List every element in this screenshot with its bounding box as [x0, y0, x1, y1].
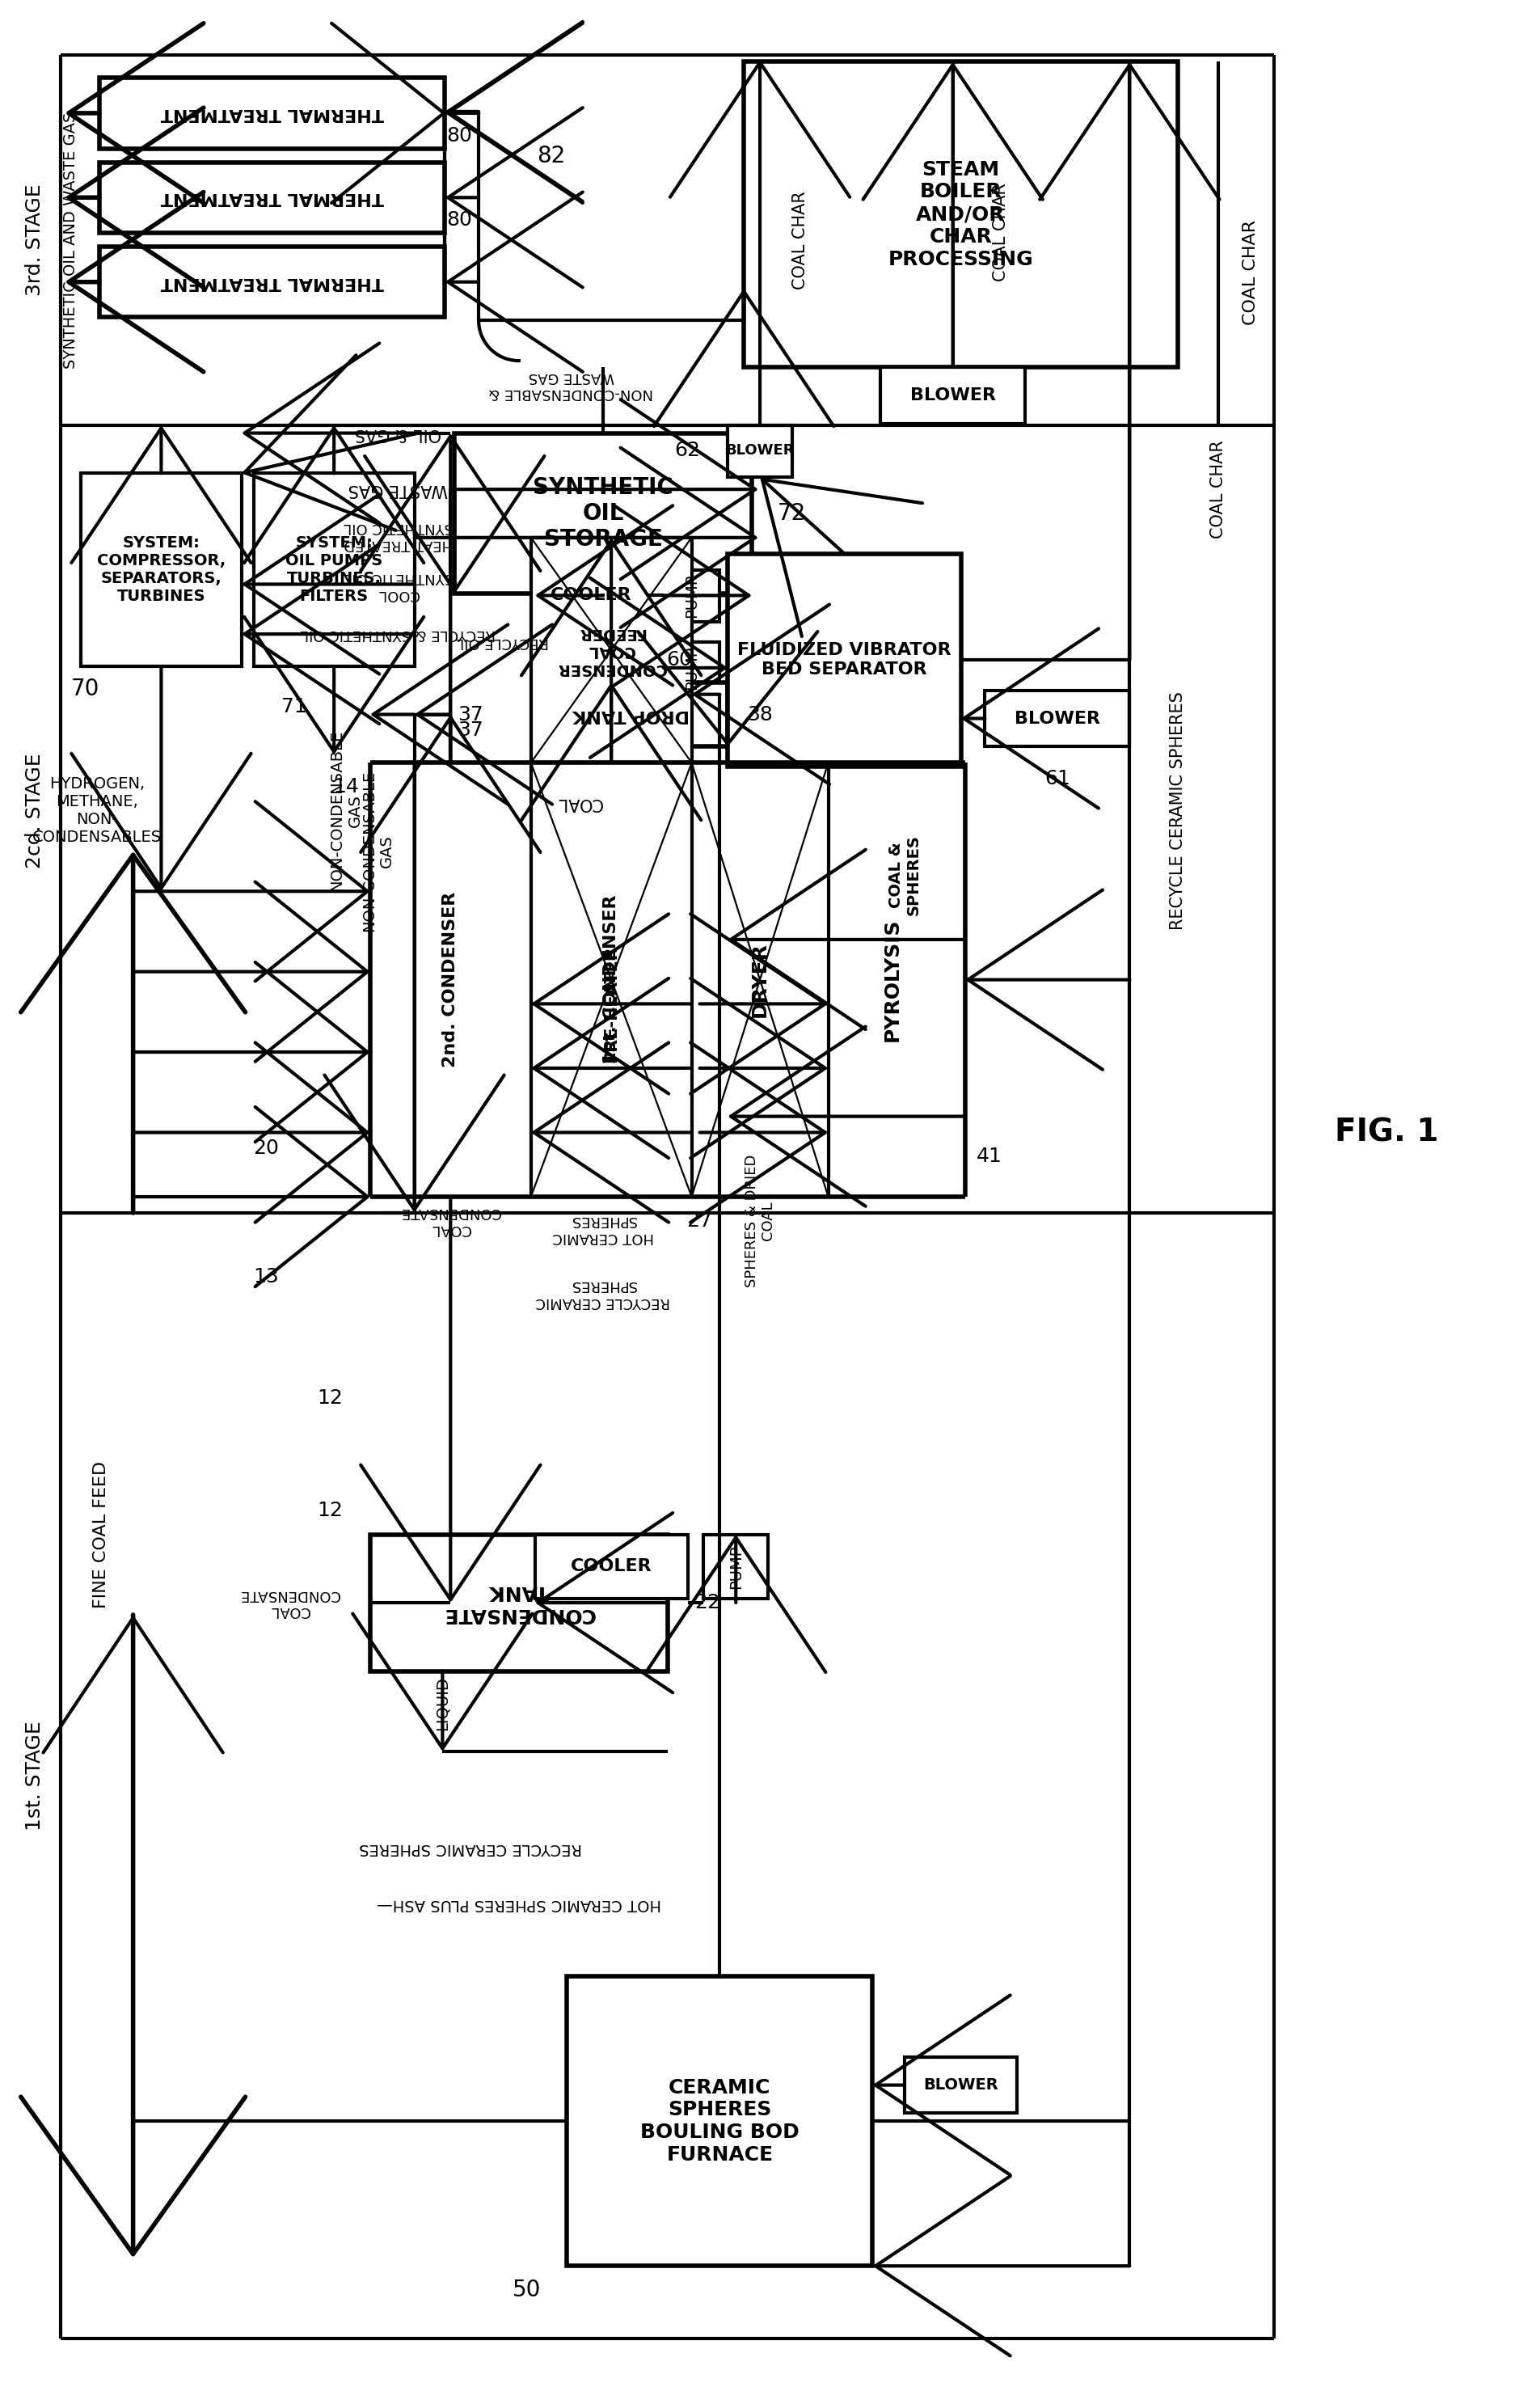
Text: RECYCLE CERAMIC
SPHERES: RECYCLE CERAMIC SPHERES [536, 1277, 670, 1308]
Bar [986, 690, 1130, 748]
Text: BLOWER: BLOWER [910, 387, 996, 404]
Text: NON-CONDENSABLE &
WASTE GAS: NON-CONDENSABLE & WASTE GAS [488, 370, 653, 401]
Bar [904, 2058, 1016, 2113]
Text: RECYCLE & SYNTHETIC OIL: RECYCLE & SYNTHETIC OIL [300, 627, 496, 642]
Text: COAL &
SPHERES: COAL & SPHERES [889, 834, 921, 916]
Text: 61: 61 [1044, 769, 1070, 789]
Text: 80: 80 [447, 125, 473, 144]
Text: DRYER: DRYER [750, 942, 770, 1017]
Bar [534, 570, 647, 623]
Text: SYSTEM:
COMPRESSOR,
SEPARATORS,
TURBINES: SYSTEM: COMPRESSOR, SEPARATORS, TURBINES [97, 536, 225, 603]
Bar [704, 1534, 768, 1599]
Text: COOL
SYNTHETIC OIL: COOL SYNTHETIC OIL [343, 570, 453, 601]
Text: HOT CERAMIC
SPHERES: HOT CERAMIC SPHERES [553, 1214, 654, 1245]
Text: CERAMIC
SPHERES
BOULING BOD
FURNACE: CERAMIC SPHERES BOULING BOD FURNACE [641, 2077, 799, 2164]
Text: THERMAL TREATMENT: THERMAL TREATMENT [160, 106, 383, 120]
Text: STEAM
BOILER
AND/OR
CHAR
PROCESSING: STEAM BOILER AND/OR CHAR PROCESSING [889, 159, 1033, 269]
Bar [254, 474, 414, 666]
Text: CONDENSATE
TANK: CONDENSATE TANK [442, 1582, 594, 1623]
Text: 60: 60 [667, 649, 693, 668]
Text: 62: 62 [675, 440, 701, 462]
Text: HYDROGEN,
METHANE,
NON-
CONDENSABLES: HYDROGEN, METHANE, NON- CONDENSABLES [32, 776, 162, 846]
Bar [99, 77, 445, 149]
Text: 70: 70 [71, 678, 99, 700]
Text: 12: 12 [317, 1500, 343, 1519]
Text: SYSTEM:
OIL PUMPS
TURBINES,
FILTERS: SYSTEM: OIL PUMPS TURBINES, FILTERS [285, 536, 382, 603]
Text: PUMP: PUMP [728, 1546, 744, 1589]
Text: 22: 22 [695, 1594, 721, 1613]
Text: 2cd. STAGE: 2cd. STAGE [25, 752, 45, 868]
Bar [567, 1976, 873, 2267]
Text: HEAT TREATED
SYNTHETIC OIL: HEAT TREATED SYNTHETIC OIL [343, 519, 453, 551]
Text: RECYCLE CERAMIC SPHERES: RECYCLE CERAMIC SPHERES [359, 1839, 582, 1856]
Text: 3rd. STAGE: 3rd. STAGE [25, 185, 45, 296]
Text: SYNTHETIC OIL AND WASTE GAS: SYNTHETIC OIL AND WASTE GAS [63, 113, 79, 368]
Text: SPHERES & DRIED
COAL: SPHERES & DRIED COAL [744, 1154, 776, 1289]
Text: 20: 20 [253, 1139, 279, 1159]
Text: CONDENSER
COAL
FEEDER: CONDENSER COAL FEEDER [556, 625, 665, 676]
Text: BLOWER: BLOWER [1015, 709, 1100, 726]
Text: COAL CHAR: COAL CHAR [993, 183, 1009, 281]
Text: COAL CHAR: COAL CHAR [1243, 219, 1258, 325]
Text: COAL CHAR: COAL CHAR [1210, 440, 1226, 538]
Text: PUMP: PUMP [684, 647, 699, 690]
Text: 72: 72 [778, 502, 807, 524]
Bar [881, 368, 1026, 423]
Text: 1st. CONDENSER: 1st. CONDENSER [604, 894, 619, 1065]
Bar [744, 63, 1178, 368]
Text: FLUIDIZED VIBRATOR
BED SEPARATOR: FLUIDIZED VIBRATOR BED SEPARATOR [738, 642, 952, 678]
Text: 38: 38 [747, 704, 773, 724]
Text: 13: 13 [253, 1267, 279, 1286]
Text: 27: 27 [687, 1212, 713, 1231]
Text: RECYCLE CERAMIC SPHERES: RECYCLE CERAMIC SPHERES [1170, 692, 1186, 930]
Text: HOT CERAMIC SPHERES PLUS ASH—: HOT CERAMIC SPHERES PLUS ASH— [377, 1897, 661, 1911]
Text: FIG. 1: FIG. 1 [1335, 1118, 1438, 1147]
Text: 82: 82 [537, 144, 565, 166]
Bar [664, 570, 719, 623]
Bar [454, 433, 752, 594]
Text: COAL: COAL [556, 796, 602, 810]
Text: LIQUID: LIQUID [434, 1676, 450, 1731]
Text: RECYCLE OIL: RECYCLE OIL [456, 635, 550, 649]
Text: 50: 50 [513, 2279, 541, 2301]
Text: 14: 14 [333, 776, 359, 796]
Bar [534, 1534, 688, 1599]
Text: OIL & GAS: OIL & GAS [354, 426, 442, 442]
Text: 37: 37 [457, 721, 484, 740]
Text: COAL
CONDENSATE: COAL CONDENSATE [240, 1587, 340, 1618]
Text: WASTE GAS: WASTE GAS [348, 481, 448, 498]
Text: COAL CHAR: COAL CHAR [792, 190, 809, 288]
Bar [728, 553, 961, 767]
Text: DROP TANK: DROP TANK [573, 707, 690, 724]
Text: 80: 80 [447, 209, 473, 231]
Text: COOLER: COOLER [550, 587, 631, 603]
Bar [99, 248, 445, 317]
Text: PYROLYSIS: PYROLYSIS [882, 918, 902, 1041]
Text: BLOWER: BLOWER [924, 2077, 998, 2094]
Text: NON-CONDENSABLE
GAS: NON-CONDENSABLE GAS [330, 731, 362, 892]
Bar [99, 161, 445, 233]
Bar [531, 538, 691, 762]
Text: SYNTHETIC
OIL
STORAGE: SYNTHETIC OIL STORAGE [533, 476, 673, 551]
Text: THERMAL TREATMENT: THERMAL TREATMENT [160, 190, 383, 207]
Text: 2nd. CONDENSER: 2nd. CONDENSER [442, 892, 459, 1067]
Text: NON-CONDENSABLE
GAS: NON-CONDENSABLE GAS [362, 772, 394, 933]
Text: PUMP: PUMP [684, 575, 699, 618]
Text: COOLER: COOLER [571, 1558, 651, 1575]
Text: PRE-HEATER: PRE-HEATER [604, 945, 619, 1063]
Text: 41: 41 [976, 1147, 1003, 1166]
Text: COAL
CONDENSATE: COAL CONDENSATE [400, 1204, 500, 1236]
Text: 1st. STAGE: 1st. STAGE [25, 1721, 45, 1829]
Bar [664, 642, 719, 695]
Text: 12: 12 [317, 1387, 343, 1406]
Bar [370, 1534, 667, 1671]
Text: 71: 71 [280, 697, 306, 716]
Text: BLOWER: BLOWER [725, 442, 795, 459]
Bar [728, 426, 792, 478]
Bar [80, 474, 242, 666]
Bar [534, 683, 728, 748]
Text: THERMAL TREATMENT: THERMAL TREATMENT [160, 274, 383, 291]
Text: 37: 37 [457, 704, 484, 724]
Text: FINE COAL FEED: FINE COAL FEED [92, 1462, 109, 1608]
